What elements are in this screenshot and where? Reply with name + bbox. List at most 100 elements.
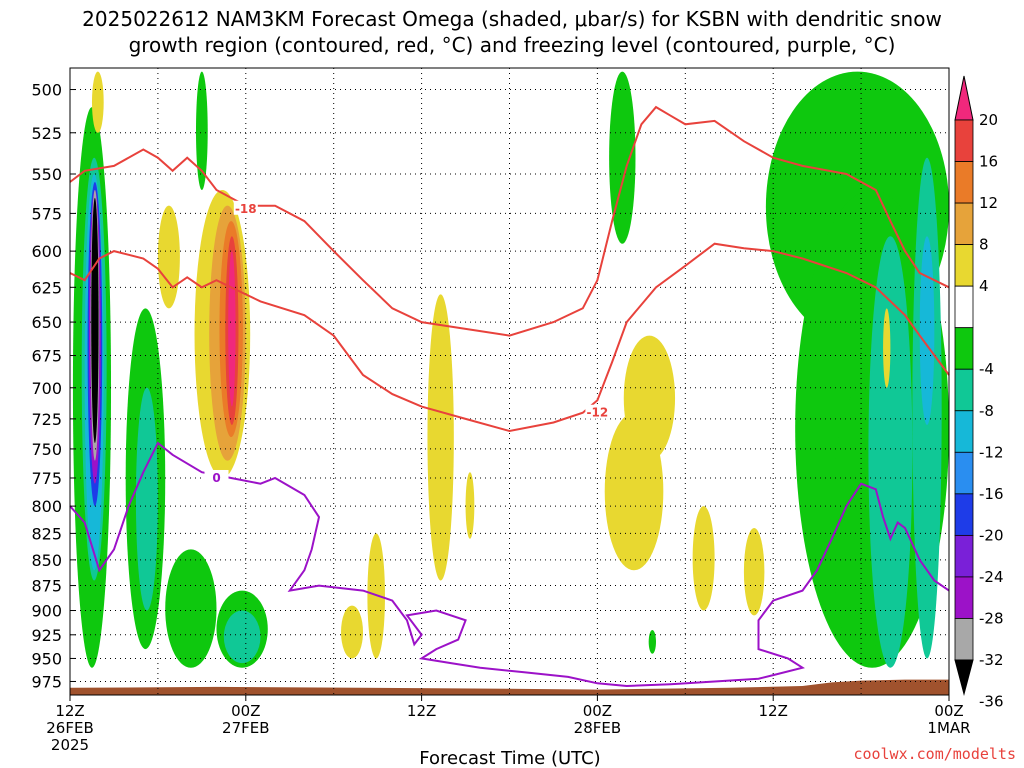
- x-tick-label-3-0: 00Z: [583, 702, 612, 720]
- contour-line--18-0: [69, 105, 950, 337]
- contour-label-1: -12: [587, 406, 609, 420]
- x-tick-label-0-2: 2025: [51, 736, 89, 754]
- x-axis-label: Forecast Time (UTC): [419, 748, 600, 768]
- x-tick-label-1-0: 00Z: [231, 702, 260, 720]
- omega-cell-26: [692, 506, 715, 611]
- omega-cell-34: [919, 236, 935, 425]
- plot-area: -18 -12 0: [69, 67, 950, 696]
- x-tick-label-2-0: 12Z: [407, 702, 436, 720]
- y-axis: 500 525 550 575 600 625 650 675 700 725 750 775 800 8…: [31, 81, 76, 691]
- credit-text: coolwx.com/modelts: [853, 745, 1016, 763]
- colorbar-bin-4: [954, 285, 974, 329]
- y-tick-label-975: 975: [31, 672, 62, 691]
- y-tick-label-700: 700: [31, 379, 62, 398]
- omega-cell-6: [91, 197, 99, 443]
- colorbar-tick-2: 12: [979, 194, 998, 212]
- colorbar-tick-12: -32: [979, 651, 1004, 669]
- terrain-surface: [70, 679, 949, 695]
- colorbar-bin-9: [954, 493, 974, 536]
- contour-lines: -18 -12 0: [69, 105, 950, 688]
- omega-cell-22: [427, 294, 454, 581]
- contour-label-bg-1: [585, 404, 610, 419]
- chart-title: 2025022612 NAM3KM Forecast Omega (shaded…: [82, 7, 942, 57]
- omega-cell-36: [883, 308, 891, 388]
- y-tick-label-650: 650: [31, 313, 62, 332]
- y-tick-label-850: 850: [31, 551, 62, 570]
- omega-cell-9: [165, 549, 217, 668]
- omega-cell-23: [465, 472, 475, 539]
- colorbar-tick-6: -8: [979, 402, 994, 420]
- y-tick-label-675: 675: [31, 347, 62, 366]
- colorbar-bin-6: [954, 368, 974, 412]
- omega-cell-17: [157, 205, 180, 309]
- y-tick-label-825: 825: [31, 524, 62, 543]
- y-tick-label-800: 800: [31, 497, 62, 516]
- colorbar-bin-8: [954, 451, 974, 495]
- y-tick-label-575: 575: [31, 204, 62, 223]
- y-tick-label-750: 750: [31, 440, 62, 459]
- colorbar-bin-1: [954, 161, 974, 204]
- title-line-2: growth region (contoured, red, °C) and f…: [129, 33, 896, 57]
- colorbar-tick-7: -12: [979, 443, 1004, 461]
- omega-shading: [72, 71, 950, 668]
- omega-cell-27: [743, 528, 765, 616]
- y-tick-label-600: 600: [31, 242, 62, 261]
- y-tick-label-550: 550: [31, 165, 62, 184]
- colorbar-tick-13: -36: [979, 693, 1004, 711]
- y-tick-label-725: 725: [31, 410, 62, 429]
- omega-cell-35: [648, 630, 657, 654]
- y-tick-label-775: 775: [31, 469, 62, 488]
- colorbar-tick-0: 20: [979, 111, 998, 129]
- contour-label-0: -18: [235, 202, 257, 216]
- colorbar-tick-8: -16: [979, 485, 1004, 503]
- plot-frame: [69, 67, 950, 696]
- y-tick-label-875: 875: [31, 577, 62, 596]
- colorbar-tick-9: -20: [979, 526, 1004, 544]
- colorbar-bin-5: [954, 327, 974, 370]
- colorbar-bin-3: [954, 244, 974, 287]
- x-tick-label-0-0: 12Z: [55, 702, 84, 720]
- colorbar-bin-7: [954, 410, 974, 453]
- x-tick-label-5-0: 00Z: [934, 702, 963, 720]
- omega-cell-11: [223, 610, 261, 664]
- y-tick-label-500: 500: [31, 81, 62, 100]
- colorbar-tick-5: -4: [979, 360, 994, 378]
- omega-cell-16: [228, 251, 236, 407]
- omega-cell-25: [623, 335, 676, 461]
- contour-label-bg-2: [204, 469, 229, 484]
- colorbar-top-arrow: [954, 75, 974, 121]
- omega-cell-19: [91, 71, 104, 133]
- x-tick-label-1-1: 27FEB: [222, 719, 269, 737]
- colorbar-bottom-arrow: [954, 659, 974, 696]
- x-tick-label-0-1: 26FEB: [46, 719, 93, 737]
- omega-cell-18: [195, 71, 208, 190]
- title-line-1: 2025022612 NAM3KM Forecast Omega (shaded…: [82, 7, 942, 31]
- omega-cell-32: [868, 236, 913, 668]
- colorbar-tick-11: -28: [979, 609, 1004, 627]
- x-tick-label-5-1: 1MAR: [927, 719, 970, 737]
- colorbar-tick-3: 8: [979, 236, 989, 254]
- omega-cell-28: [609, 71, 636, 244]
- y-tick-label-950: 950: [31, 649, 62, 668]
- colorbar-tick-4: 4: [979, 277, 989, 295]
- contour-line-0-2: [69, 441, 950, 688]
- omega-cell-20: [341, 605, 364, 659]
- contour-line--12-1: [69, 242, 950, 433]
- colorbar: 20 16 12 8 4 -4 -8 -12 -16 -20 -24 -28 -32 -36: [954, 75, 1004, 711]
- y-tick-label-900: 900: [31, 602, 62, 621]
- y-tick-label-625: 625: [31, 278, 62, 297]
- x-tick-label-4-0: 12Z: [759, 702, 788, 720]
- contour-label-bg-0: [233, 200, 258, 215]
- omega-cell-8: [135, 387, 158, 611]
- y-tick-label-525: 525: [31, 124, 62, 143]
- contour-label-2: 0: [212, 471, 220, 485]
- colorbar-bin-12: [954, 618, 974, 661]
- x-tick-label-3-1: 28FEB: [574, 719, 621, 737]
- colorbar-bin-2: [954, 202, 974, 246]
- colorbar-bin-11: [954, 576, 974, 619]
- colorbar-bin-10: [954, 534, 974, 578]
- y-tick-label-925: 925: [31, 626, 62, 645]
- colorbar-bin-0: [954, 119, 974, 162]
- terrain-fill: [70, 679, 949, 695]
